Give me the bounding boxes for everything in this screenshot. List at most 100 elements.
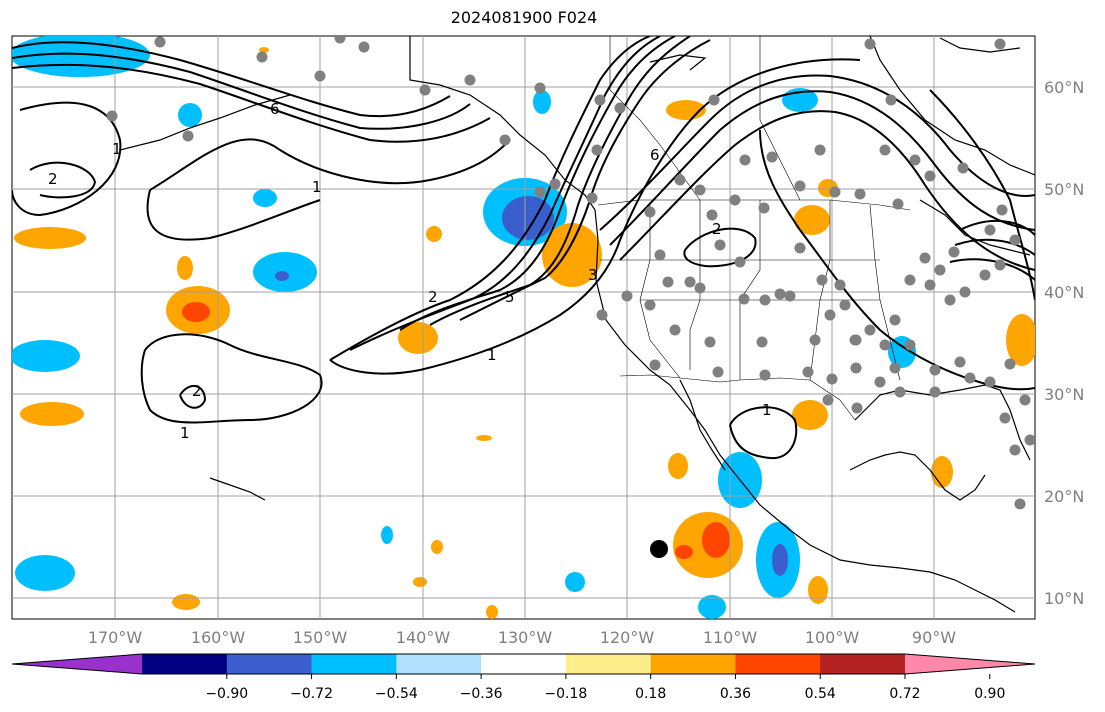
station-dot xyxy=(314,70,326,82)
contour-label: 5 xyxy=(505,288,515,306)
station-dot xyxy=(948,246,960,258)
station-dot xyxy=(534,186,546,198)
station-dot xyxy=(182,130,194,142)
lon-label-150w: 150°W xyxy=(293,628,348,647)
station-dot xyxy=(644,299,656,311)
station-dot xyxy=(464,74,476,86)
station-dot xyxy=(549,178,561,190)
station-dot xyxy=(596,309,608,321)
station-dot xyxy=(929,364,941,376)
map-frame xyxy=(11,35,1036,620)
station-dot xyxy=(934,264,946,276)
lon-label-130w: 130°W xyxy=(498,628,553,647)
station-dot xyxy=(854,188,866,200)
station-dot xyxy=(829,186,841,198)
station-dot xyxy=(839,299,851,311)
lat-label-40n: 40°N xyxy=(1044,283,1084,302)
station-dot xyxy=(794,180,806,192)
lon-label-90w: 90°W xyxy=(912,628,956,647)
lon-label-120w: 120°W xyxy=(600,628,655,647)
contour-label: 1 xyxy=(762,401,772,419)
station-dot xyxy=(774,288,786,300)
station-dot xyxy=(358,41,370,53)
station-dot xyxy=(959,286,971,298)
station-dot xyxy=(892,198,904,210)
station-dot xyxy=(669,324,681,336)
station-dot xyxy=(649,359,661,371)
lon-label-160w: 160°W xyxy=(191,628,246,647)
station-dot xyxy=(662,276,674,288)
station-dot xyxy=(822,394,834,406)
station-dot xyxy=(924,170,936,182)
station-dot xyxy=(1014,498,1026,510)
station-dot xyxy=(904,339,916,351)
station-dot xyxy=(1019,394,1031,406)
station-dot xyxy=(954,356,966,368)
political-borders xyxy=(597,36,911,421)
colorbar-tick-label: 0.72 xyxy=(889,686,920,702)
lon-label-170w: 170°W xyxy=(88,628,143,647)
station-dot xyxy=(879,144,891,156)
station-dot xyxy=(889,362,901,374)
station-dot xyxy=(879,339,891,351)
station-dot xyxy=(979,269,991,281)
contour-value-labels: 2 1 2 1 6 1 2 5 1 3 6 2 1 xyxy=(48,100,772,442)
station-dot xyxy=(614,102,626,114)
station-dot xyxy=(694,184,706,196)
colorbar-extend-high xyxy=(905,654,1035,674)
station-dot xyxy=(996,204,1008,216)
station-dot xyxy=(759,369,771,381)
lon-label-110w: 110°W xyxy=(703,628,758,647)
station-dot xyxy=(984,224,996,236)
station-dot xyxy=(994,38,1006,50)
station-dot xyxy=(919,252,931,264)
station-dot xyxy=(419,84,431,96)
station-dot xyxy=(850,334,862,346)
map-gridlines xyxy=(12,36,1035,619)
contour-label: 3 xyxy=(588,266,598,284)
lon-label-100w: 100°W xyxy=(805,628,860,647)
station-dot xyxy=(1004,358,1016,370)
contour-label: 2 xyxy=(192,382,202,400)
station-dot xyxy=(794,242,806,254)
station-dot xyxy=(704,336,716,348)
station-dot xyxy=(1024,434,1035,446)
station-dot xyxy=(738,293,750,305)
station-dot xyxy=(694,282,706,294)
station-dot xyxy=(784,290,796,302)
station-markers xyxy=(106,36,1035,510)
station-dot xyxy=(739,154,751,166)
station-dot xyxy=(864,324,876,336)
contour-lines xyxy=(12,36,1035,460)
station-dot xyxy=(734,256,746,268)
station-dot xyxy=(499,134,511,146)
contour-label: 1 xyxy=(312,178,322,196)
station-dot xyxy=(766,151,778,163)
lat-label-20n: 20°N xyxy=(1044,487,1084,506)
station-dot xyxy=(864,38,876,50)
station-dot xyxy=(621,290,633,302)
station-dot xyxy=(814,144,826,156)
contour-label: 2 xyxy=(48,170,58,188)
station-dot xyxy=(994,259,1006,271)
colorbar-segment xyxy=(142,654,228,674)
station-dot xyxy=(924,279,936,291)
station-dot xyxy=(594,94,606,106)
station-dot xyxy=(957,162,969,174)
station-dot xyxy=(964,372,976,384)
colorbar-tick-label: −0.54 xyxy=(375,686,418,702)
lat-label-30n: 30°N xyxy=(1044,385,1084,404)
station-dot xyxy=(759,294,771,306)
lon-label-140w: 140°W xyxy=(396,628,451,647)
coastlines xyxy=(119,36,1035,613)
contour-label: 1 xyxy=(180,424,190,442)
station-dot xyxy=(851,402,863,414)
station-dot xyxy=(824,309,836,321)
station-dot xyxy=(999,412,1011,424)
station-dot xyxy=(106,110,118,122)
contour-label: 1 xyxy=(487,346,497,364)
longitude-labels: 170°W 160°W 150°W 140°W 130°W 120°W 110°… xyxy=(88,628,956,647)
contour-label: 6 xyxy=(270,100,280,118)
lat-label-50n: 50°N xyxy=(1044,180,1084,199)
station-dot xyxy=(909,154,921,166)
